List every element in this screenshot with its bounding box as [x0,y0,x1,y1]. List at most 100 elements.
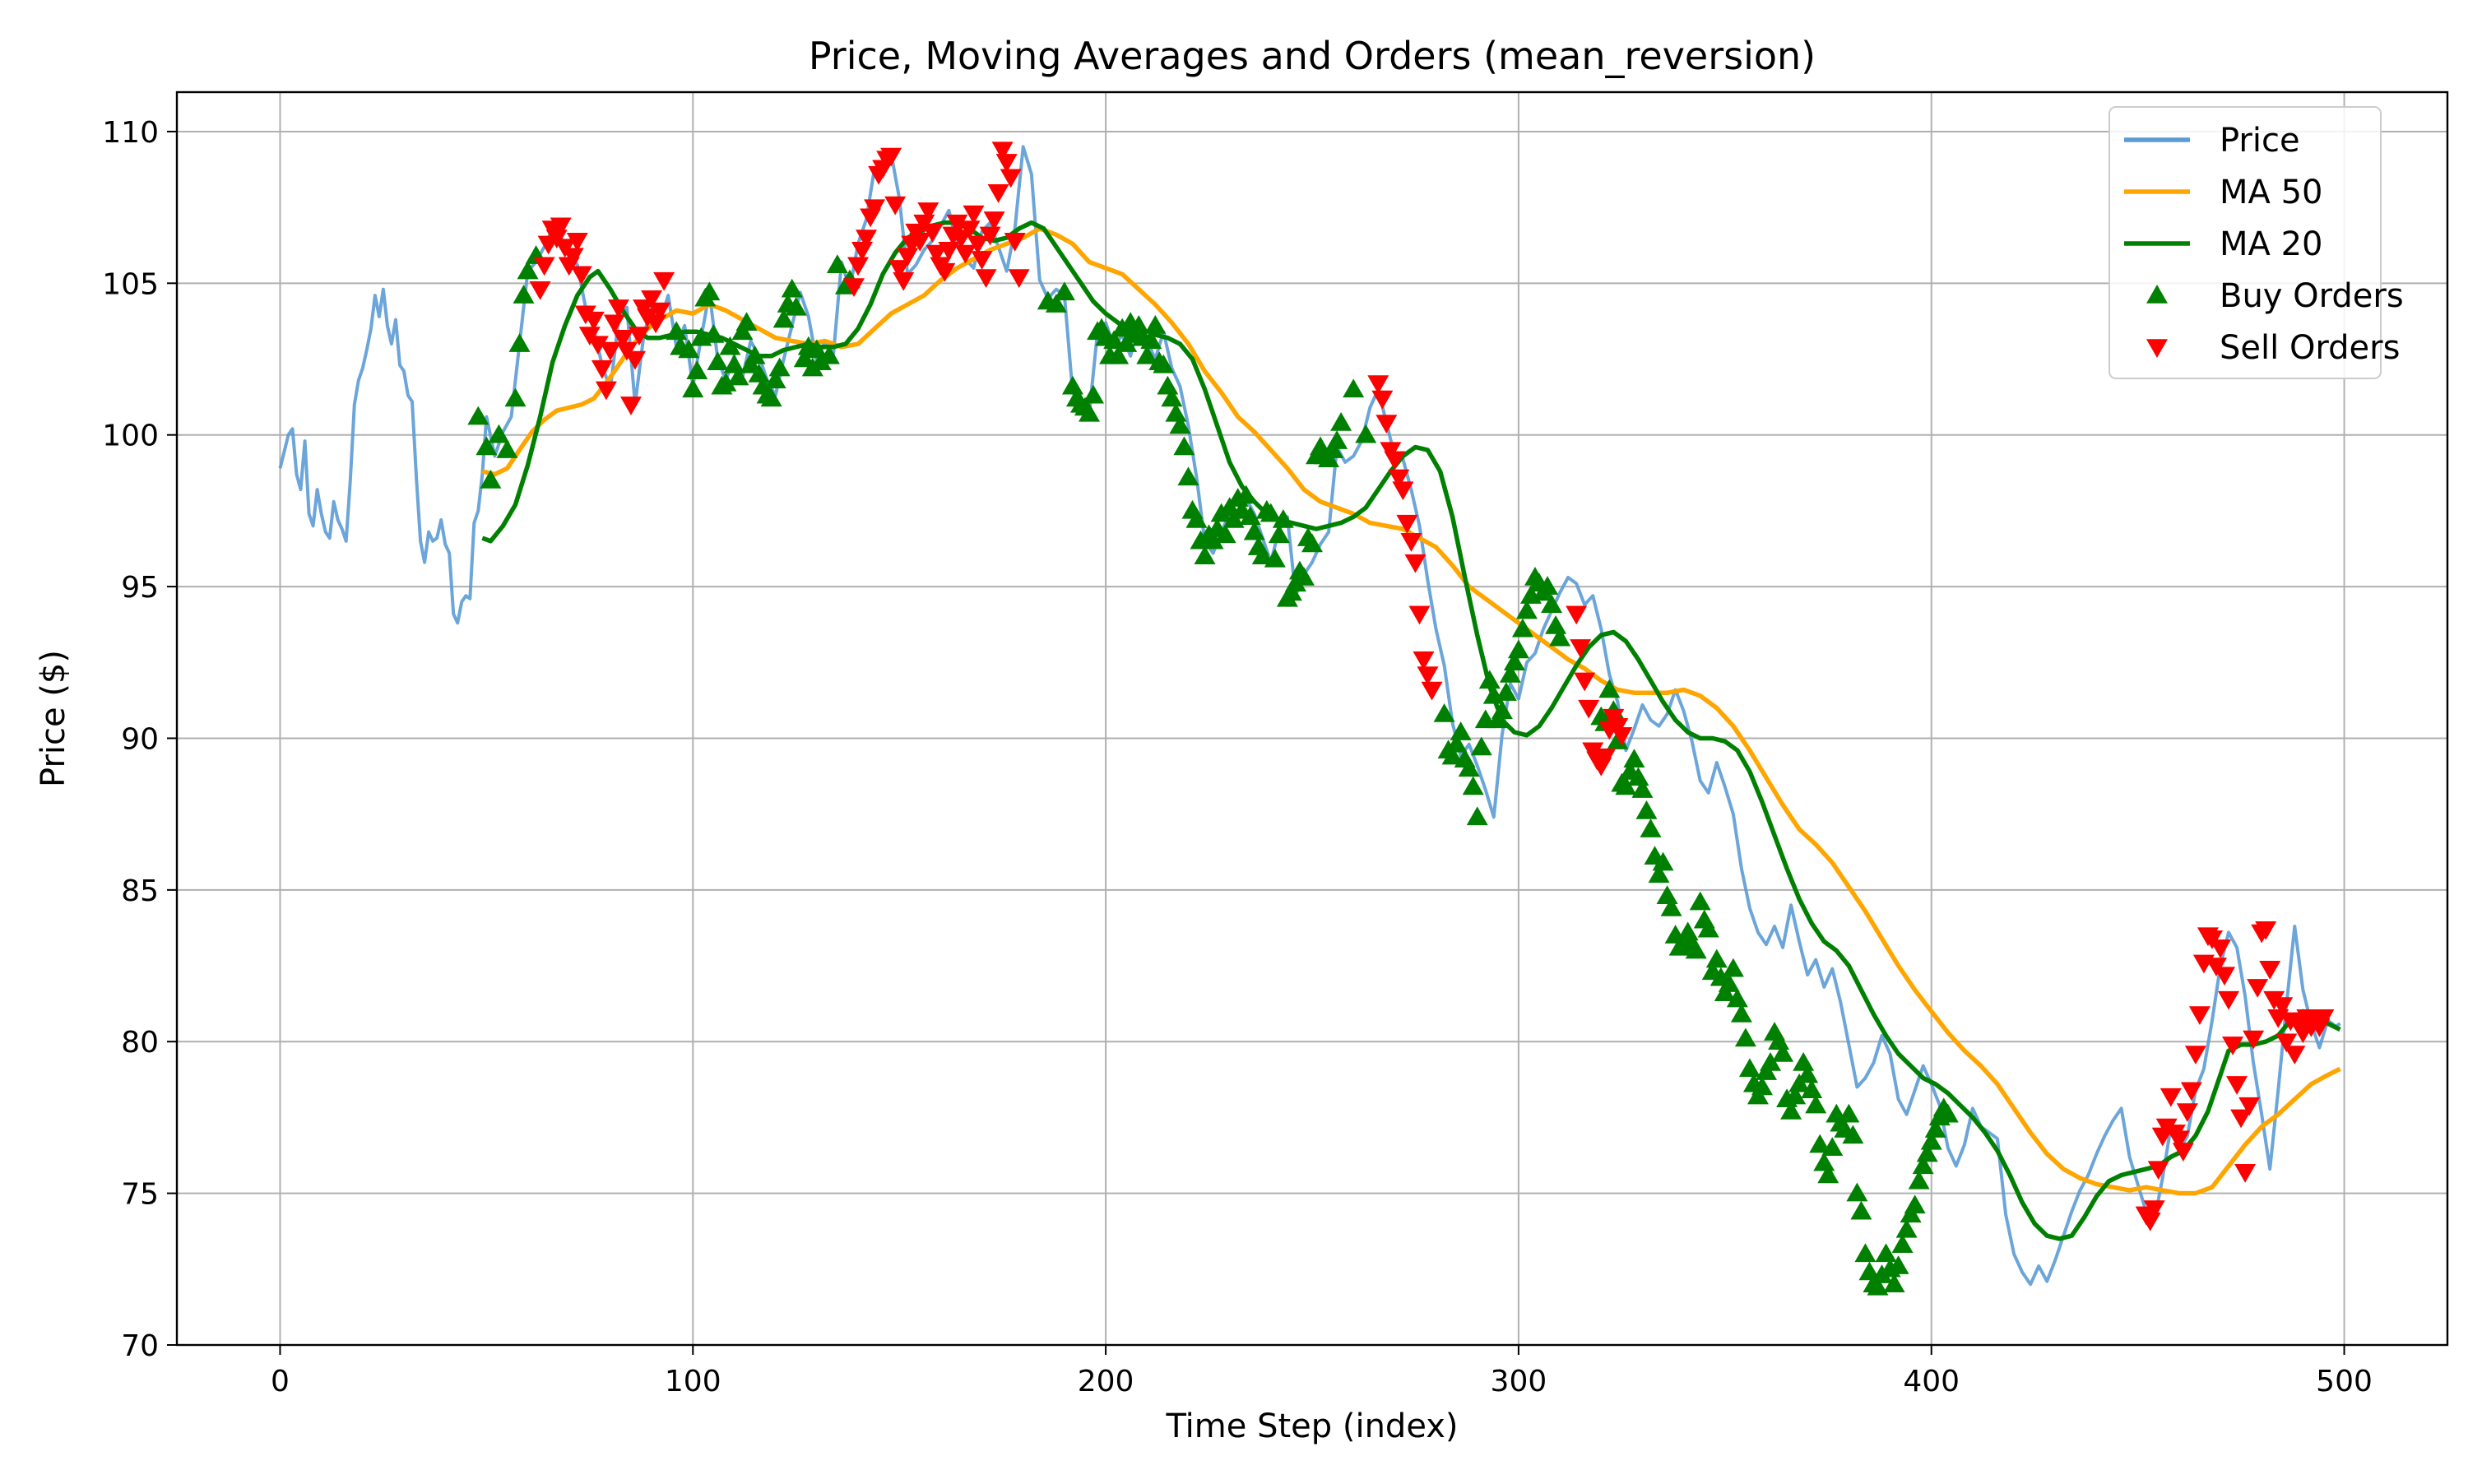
sell-order-marker [2230,1109,2252,1129]
series-sell-orders [529,141,2335,1231]
buy-order-marker [517,260,539,280]
buy-order-marker [1937,1103,1959,1123]
sell-order-marker [1417,666,1439,686]
sell-order-marker [529,281,551,300]
sell-order-marker [582,311,605,331]
buy-order-marker [1157,375,1179,395]
sell-order-marker [2259,960,2281,980]
buy-order-marker [1169,415,1191,434]
buy-order-marker [1140,330,1162,350]
sell-order-marker [851,242,874,261]
buy-order-marker [1751,1076,1773,1096]
sell-order-marker [1404,554,1427,573]
sell-order-marker [599,341,621,361]
buy-order-marker [1445,733,1468,753]
sell-order-marker [1371,390,1394,410]
buy-order-marker [1239,506,1261,526]
buy-order-marker [1343,378,1365,398]
buy-order-marker [772,308,795,328]
sell-order-marker [979,226,1001,246]
sell-order-marker [641,290,663,309]
sell-order-marker [611,329,633,349]
buy-order-marker [1801,1079,1823,1098]
sell-order-marker [2222,1036,2244,1055]
x-tick-label: 500 [2316,1365,2373,1398]
buy-order-marker [1466,806,1488,826]
buy-order-marker [1515,600,1538,619]
sell-order-marker [991,141,1014,161]
buy-order-marker [818,345,840,364]
buy-order-marker [1202,530,1224,550]
buy-order-marker [760,387,782,407]
series-ma-20 [481,220,2341,1241]
sell-order-marker [603,314,625,334]
y-tick-label: 100 [102,420,159,453]
sell-order-marker [566,232,588,252]
buy-order-marker [1470,736,1492,756]
buy-order-marker [1165,402,1187,422]
buy-order-marker [1623,749,1645,768]
buy-order-marker [467,406,489,425]
buy-order-marker [1615,776,1637,795]
sell-order-marker [2271,997,2294,1016]
buy-order-marker [1780,1101,1802,1120]
buy-order-marker [785,296,807,316]
sell-order-marker [880,147,902,167]
buy-order-marker [1797,1064,1819,1083]
x-tick-label: 400 [1903,1365,1960,1398]
sell-order-marker [2234,1164,2257,1183]
buy-order-marker [1177,466,1199,486]
sell-order-marker [946,214,968,234]
buy-order-marker [1441,745,1464,765]
series-line-ma-20 [481,220,2341,1241]
buy-order-marker [1173,436,1195,456]
sell-order-marker [921,223,944,243]
sell-order-marker [2284,1046,2306,1064]
buy-order-marker [748,363,770,383]
sell-order-marker [2139,1213,2161,1231]
sell-order-marker [570,266,592,285]
buy-order-marker [1817,1164,1839,1184]
sell-order-marker [893,271,915,291]
sell-order-marker [938,242,960,261]
buy-order-marker [1924,1119,1946,1138]
sell-order-marker [620,397,642,415]
sell-order-marker [1574,672,1596,692]
buy-order-marker [1697,918,1719,938]
buy-order-marker [1083,384,1105,404]
y-tick-label: 75 [121,1178,159,1212]
sell-order-marker [653,271,675,291]
sell-order-marker [975,269,997,288]
buy-order-marker [1821,1137,1844,1157]
sell-order-marker [1388,469,1410,489]
buy-order-marker [1685,939,1707,959]
buy-order-marker [1450,721,1472,740]
buy-order-marker [1912,1155,1934,1175]
buy-order-marker [1144,314,1167,334]
sell-order-marker [884,196,907,216]
buy-order-marker [1850,1200,1872,1220]
legend-box [2108,106,2382,379]
buy-order-marker [744,345,766,364]
buy-order-marker [504,387,527,407]
buy-order-marker [1875,1243,1897,1263]
buy-order-marker [1458,758,1480,777]
buy-order-marker [719,336,741,355]
sell-order-marker [2168,1130,2190,1150]
buy-order-marker [1292,567,1315,586]
buy-order-marker [1705,948,1728,968]
legend-label-buy-orders: Buy Orders [2220,277,2404,315]
buy-order-marker [1161,387,1183,407]
sell-order-marker [591,359,613,379]
sell-order-marker [533,257,555,276]
sell-order-marker [1570,639,1592,658]
x-tick-label: 100 [665,1365,721,1398]
buy-order-marker [826,254,848,273]
buy-order-marker [727,366,749,386]
buy-order-marker [1660,897,1682,916]
sell-order-marker [1000,169,1022,188]
sell-order-marker [1421,681,1443,701]
buy-order-marker [723,354,745,373]
sell-order-marker [909,232,931,252]
buy-order-marker [768,357,791,377]
